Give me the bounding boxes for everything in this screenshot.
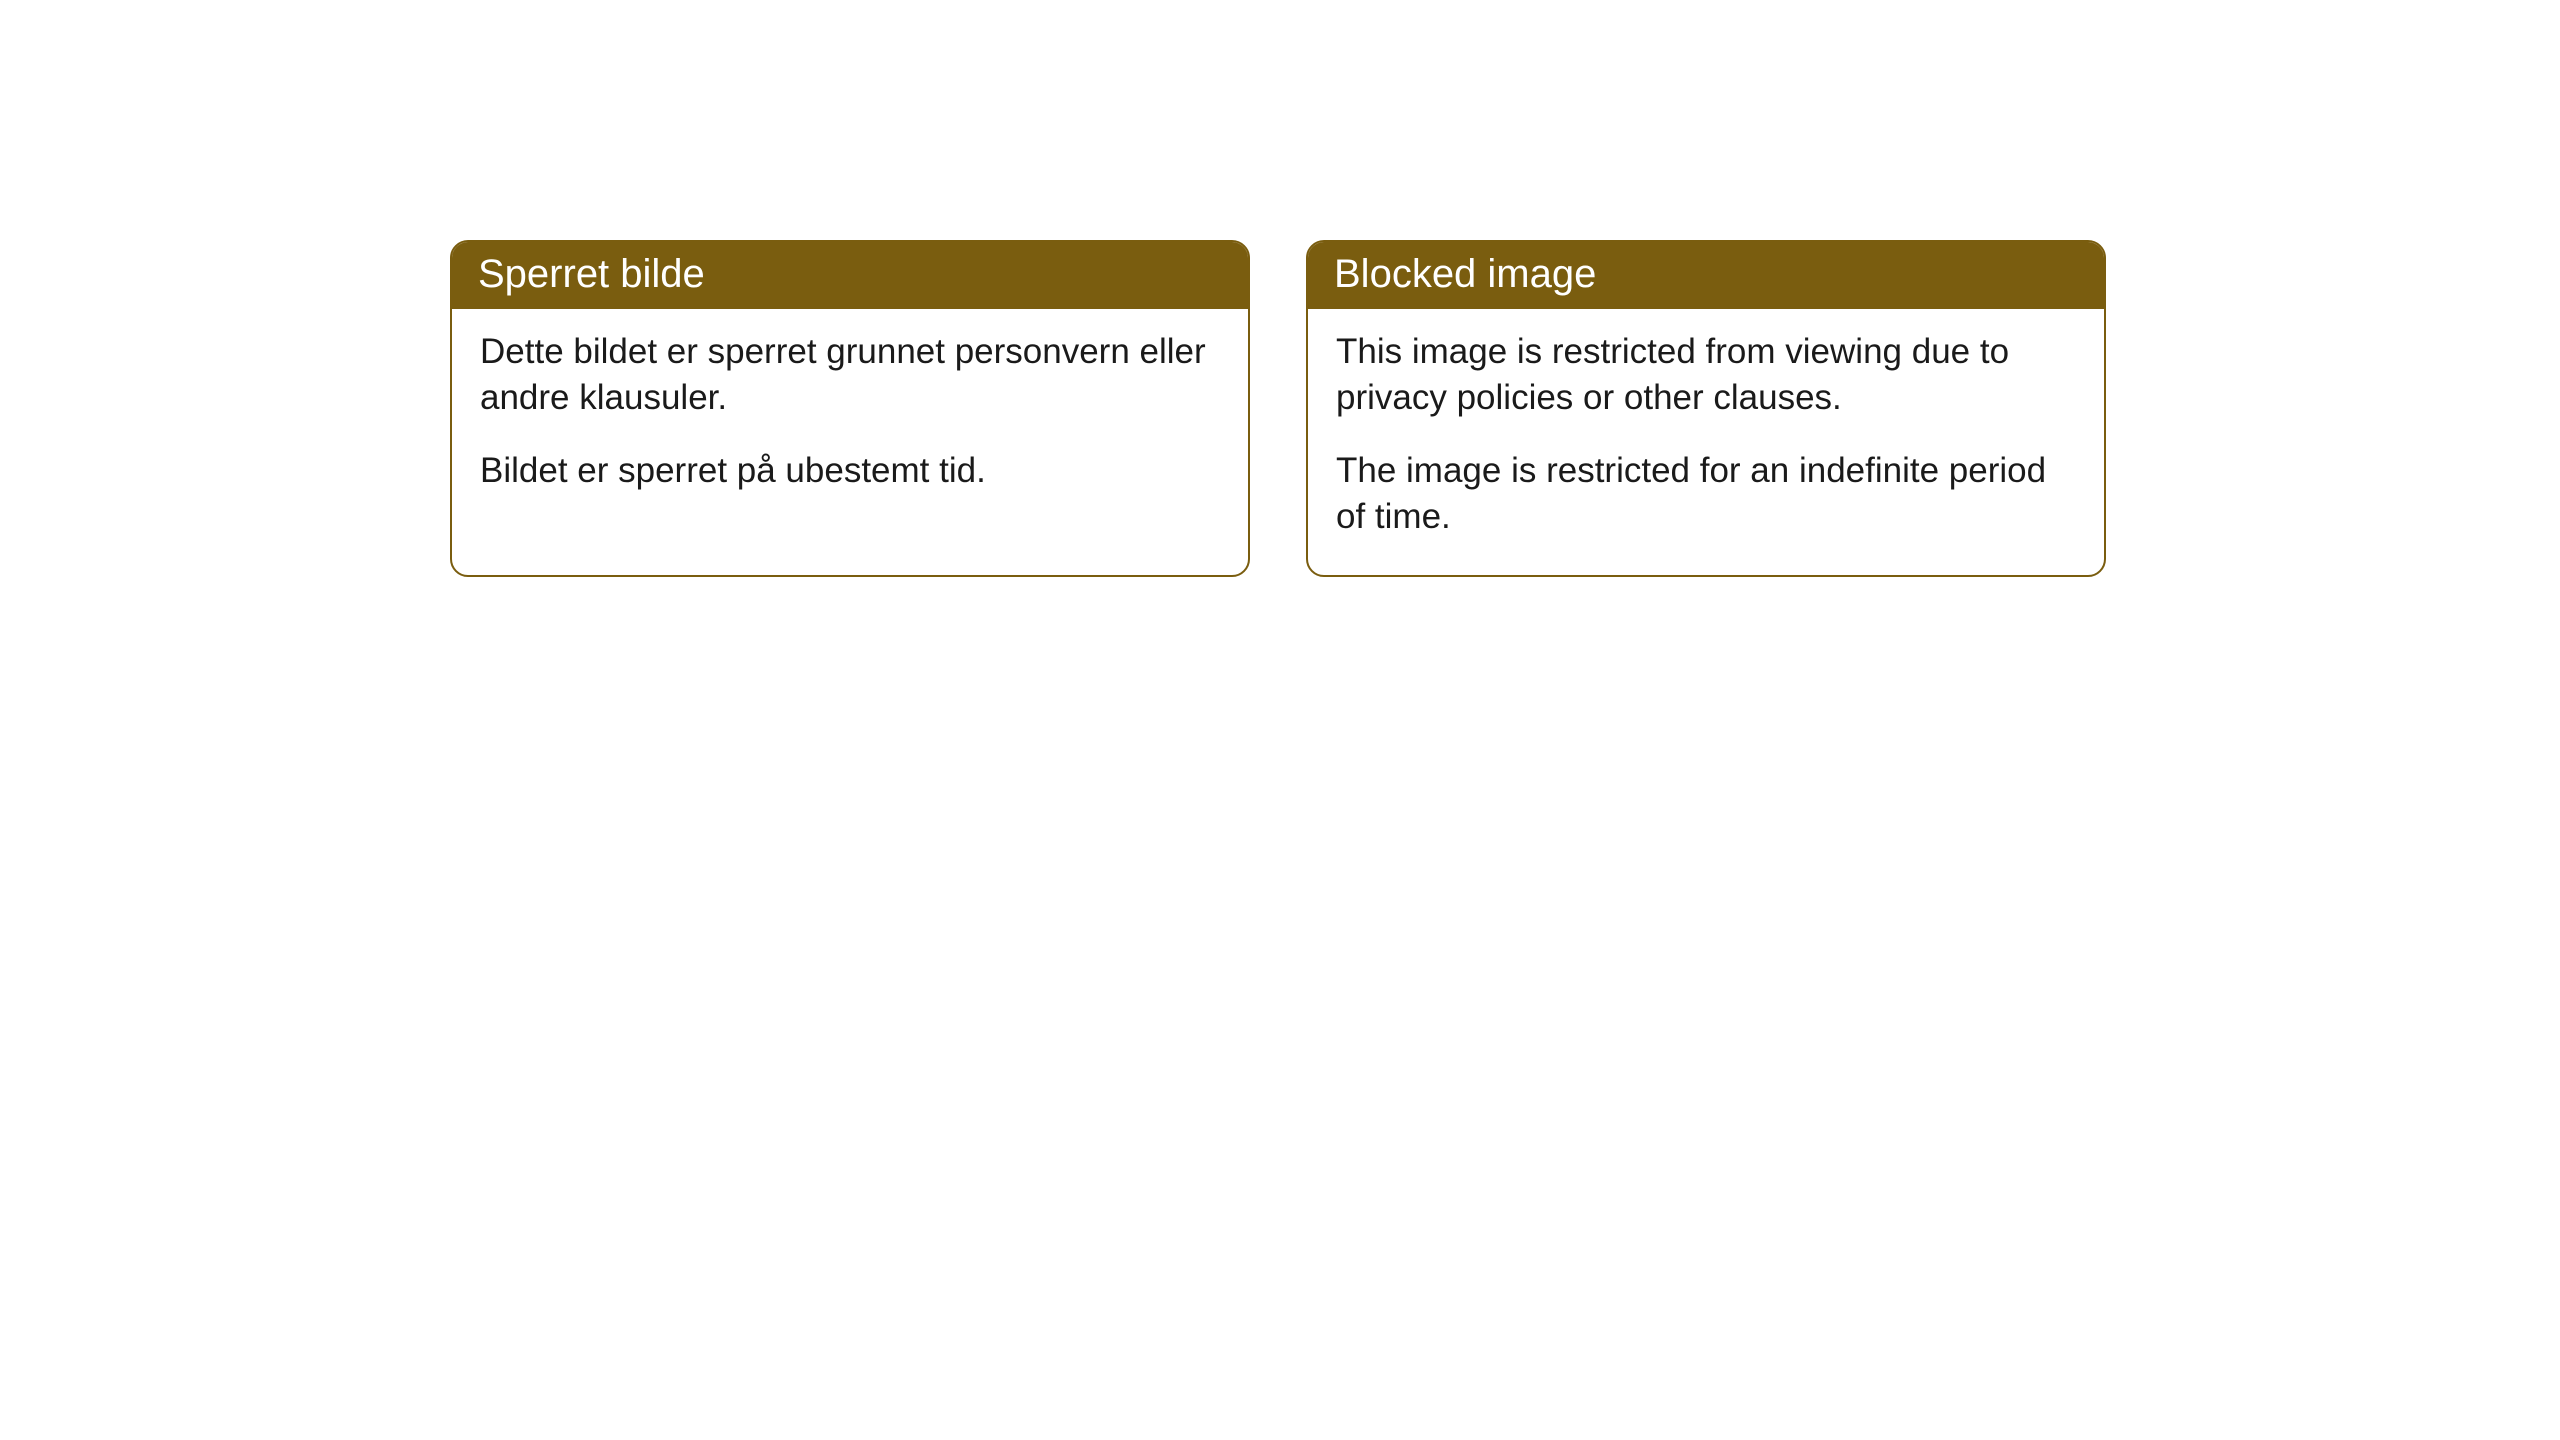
notice-card-english: Blocked image This image is restricted f… (1306, 240, 2106, 577)
notice-card-norwegian: Sperret bilde Dette bildet er sperret gr… (450, 240, 1250, 577)
card-paragraph: Dette bildet er sperret grunnet personve… (480, 329, 1220, 420)
card-header: Sperret bilde (452, 242, 1248, 309)
card-paragraph: The image is restricted for an indefinit… (1336, 448, 2076, 539)
notice-cards-container: Sperret bilde Dette bildet er sperret gr… (450, 240, 2560, 577)
card-body: This image is restricted from viewing du… (1308, 309, 2104, 575)
card-header: Blocked image (1308, 242, 2104, 309)
card-paragraph: This image is restricted from viewing du… (1336, 329, 2076, 420)
card-title: Blocked image (1334, 252, 1596, 296)
card-paragraph: Bildet er sperret på ubestemt tid. (480, 448, 1220, 494)
card-body: Dette bildet er sperret grunnet personve… (452, 309, 1248, 530)
card-title: Sperret bilde (478, 252, 705, 296)
